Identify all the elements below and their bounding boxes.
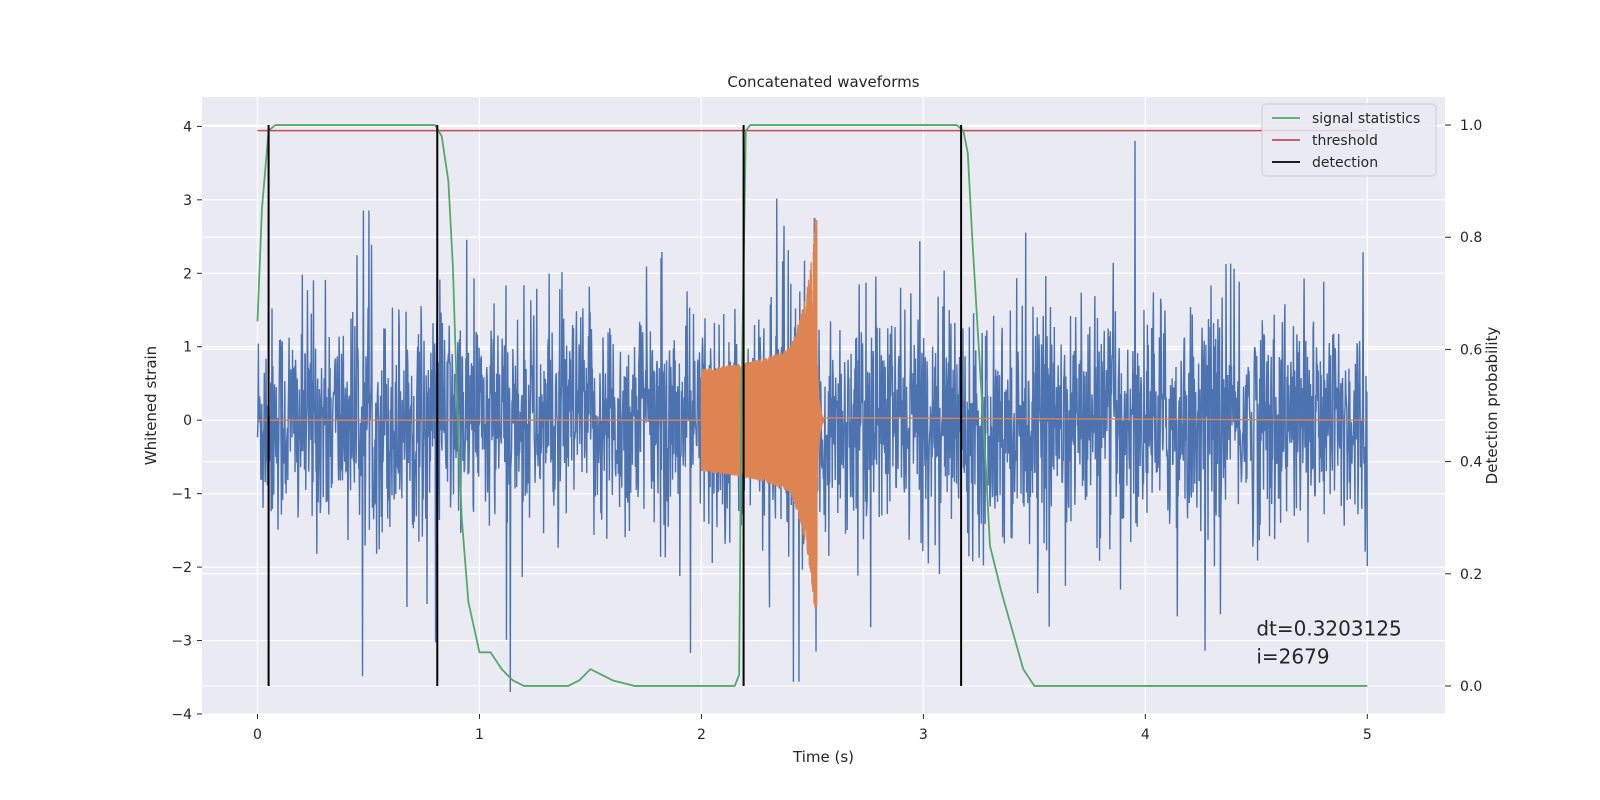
y-tick-label: 2: [183, 266, 192, 282]
chart-title: Concatenated waveforms: [727, 73, 919, 91]
legend-box: [1261, 103, 1437, 177]
legend-label-detection: detection: [1312, 155, 1378, 171]
y-tick-label: 0: [183, 413, 192, 429]
y-tick-label-right: 1.0: [1460, 118, 1482, 134]
x-tick-label: 2: [697, 727, 706, 743]
y-tick-label: −3: [171, 634, 192, 650]
x-tick-label: 3: [919, 727, 928, 743]
y-tick-label-right: 0.8: [1460, 230, 1482, 246]
y-tick-label-right: 0.0: [1460, 679, 1482, 695]
x-axis-label: Time (s): [792, 748, 854, 766]
y-tick-label: −2: [171, 560, 192, 576]
plot-area: [256, 124, 1369, 692]
x-tick-label: 1: [475, 727, 484, 743]
y-tick-label: −1: [171, 487, 192, 503]
y-axis-label: Whitened strain: [142, 346, 160, 465]
signal-statistics-series: [256, 124, 1368, 687]
x-tick-label: 0: [253, 727, 262, 743]
legend-label-threshold: threshold: [1312, 133, 1378, 149]
annotation-dt: dt=0.3203125: [1256, 617, 1401, 641]
x-tick-label: 4: [1141, 727, 1150, 743]
x-ticks: 0 1 2 3 4 5: [253, 714, 1372, 743]
y-ticks: −4 −3 −2 −1 0 1 2 3 4: [171, 119, 202, 723]
y-axis-label-right: Detection probability: [1483, 327, 1501, 485]
y-tick-label: 1: [183, 340, 192, 356]
y-tick-label: 4: [183, 119, 192, 135]
y-tick-label-right: 0.2: [1460, 567, 1482, 583]
y-tick-label-right: 0.4: [1460, 455, 1482, 471]
y-tick-label: 3: [183, 193, 192, 209]
legend: signal statistics threshold detection: [1261, 103, 1437, 177]
y-ticks-right: 0.0 0.2 0.4 0.6 0.8 1.0: [1445, 118, 1482, 695]
annotation-i: i=2679: [1256, 645, 1329, 669]
annotation: dt=0.3203125 i=2679: [1256, 617, 1401, 669]
injection-series: [257, 218, 1368, 609]
y-tick-label: −4: [171, 707, 192, 723]
legend-label-signal-statistics: signal statistics: [1312, 111, 1420, 127]
x-tick-label: 5: [1363, 727, 1372, 743]
y-tick-label-right: 0.6: [1460, 342, 1482, 358]
